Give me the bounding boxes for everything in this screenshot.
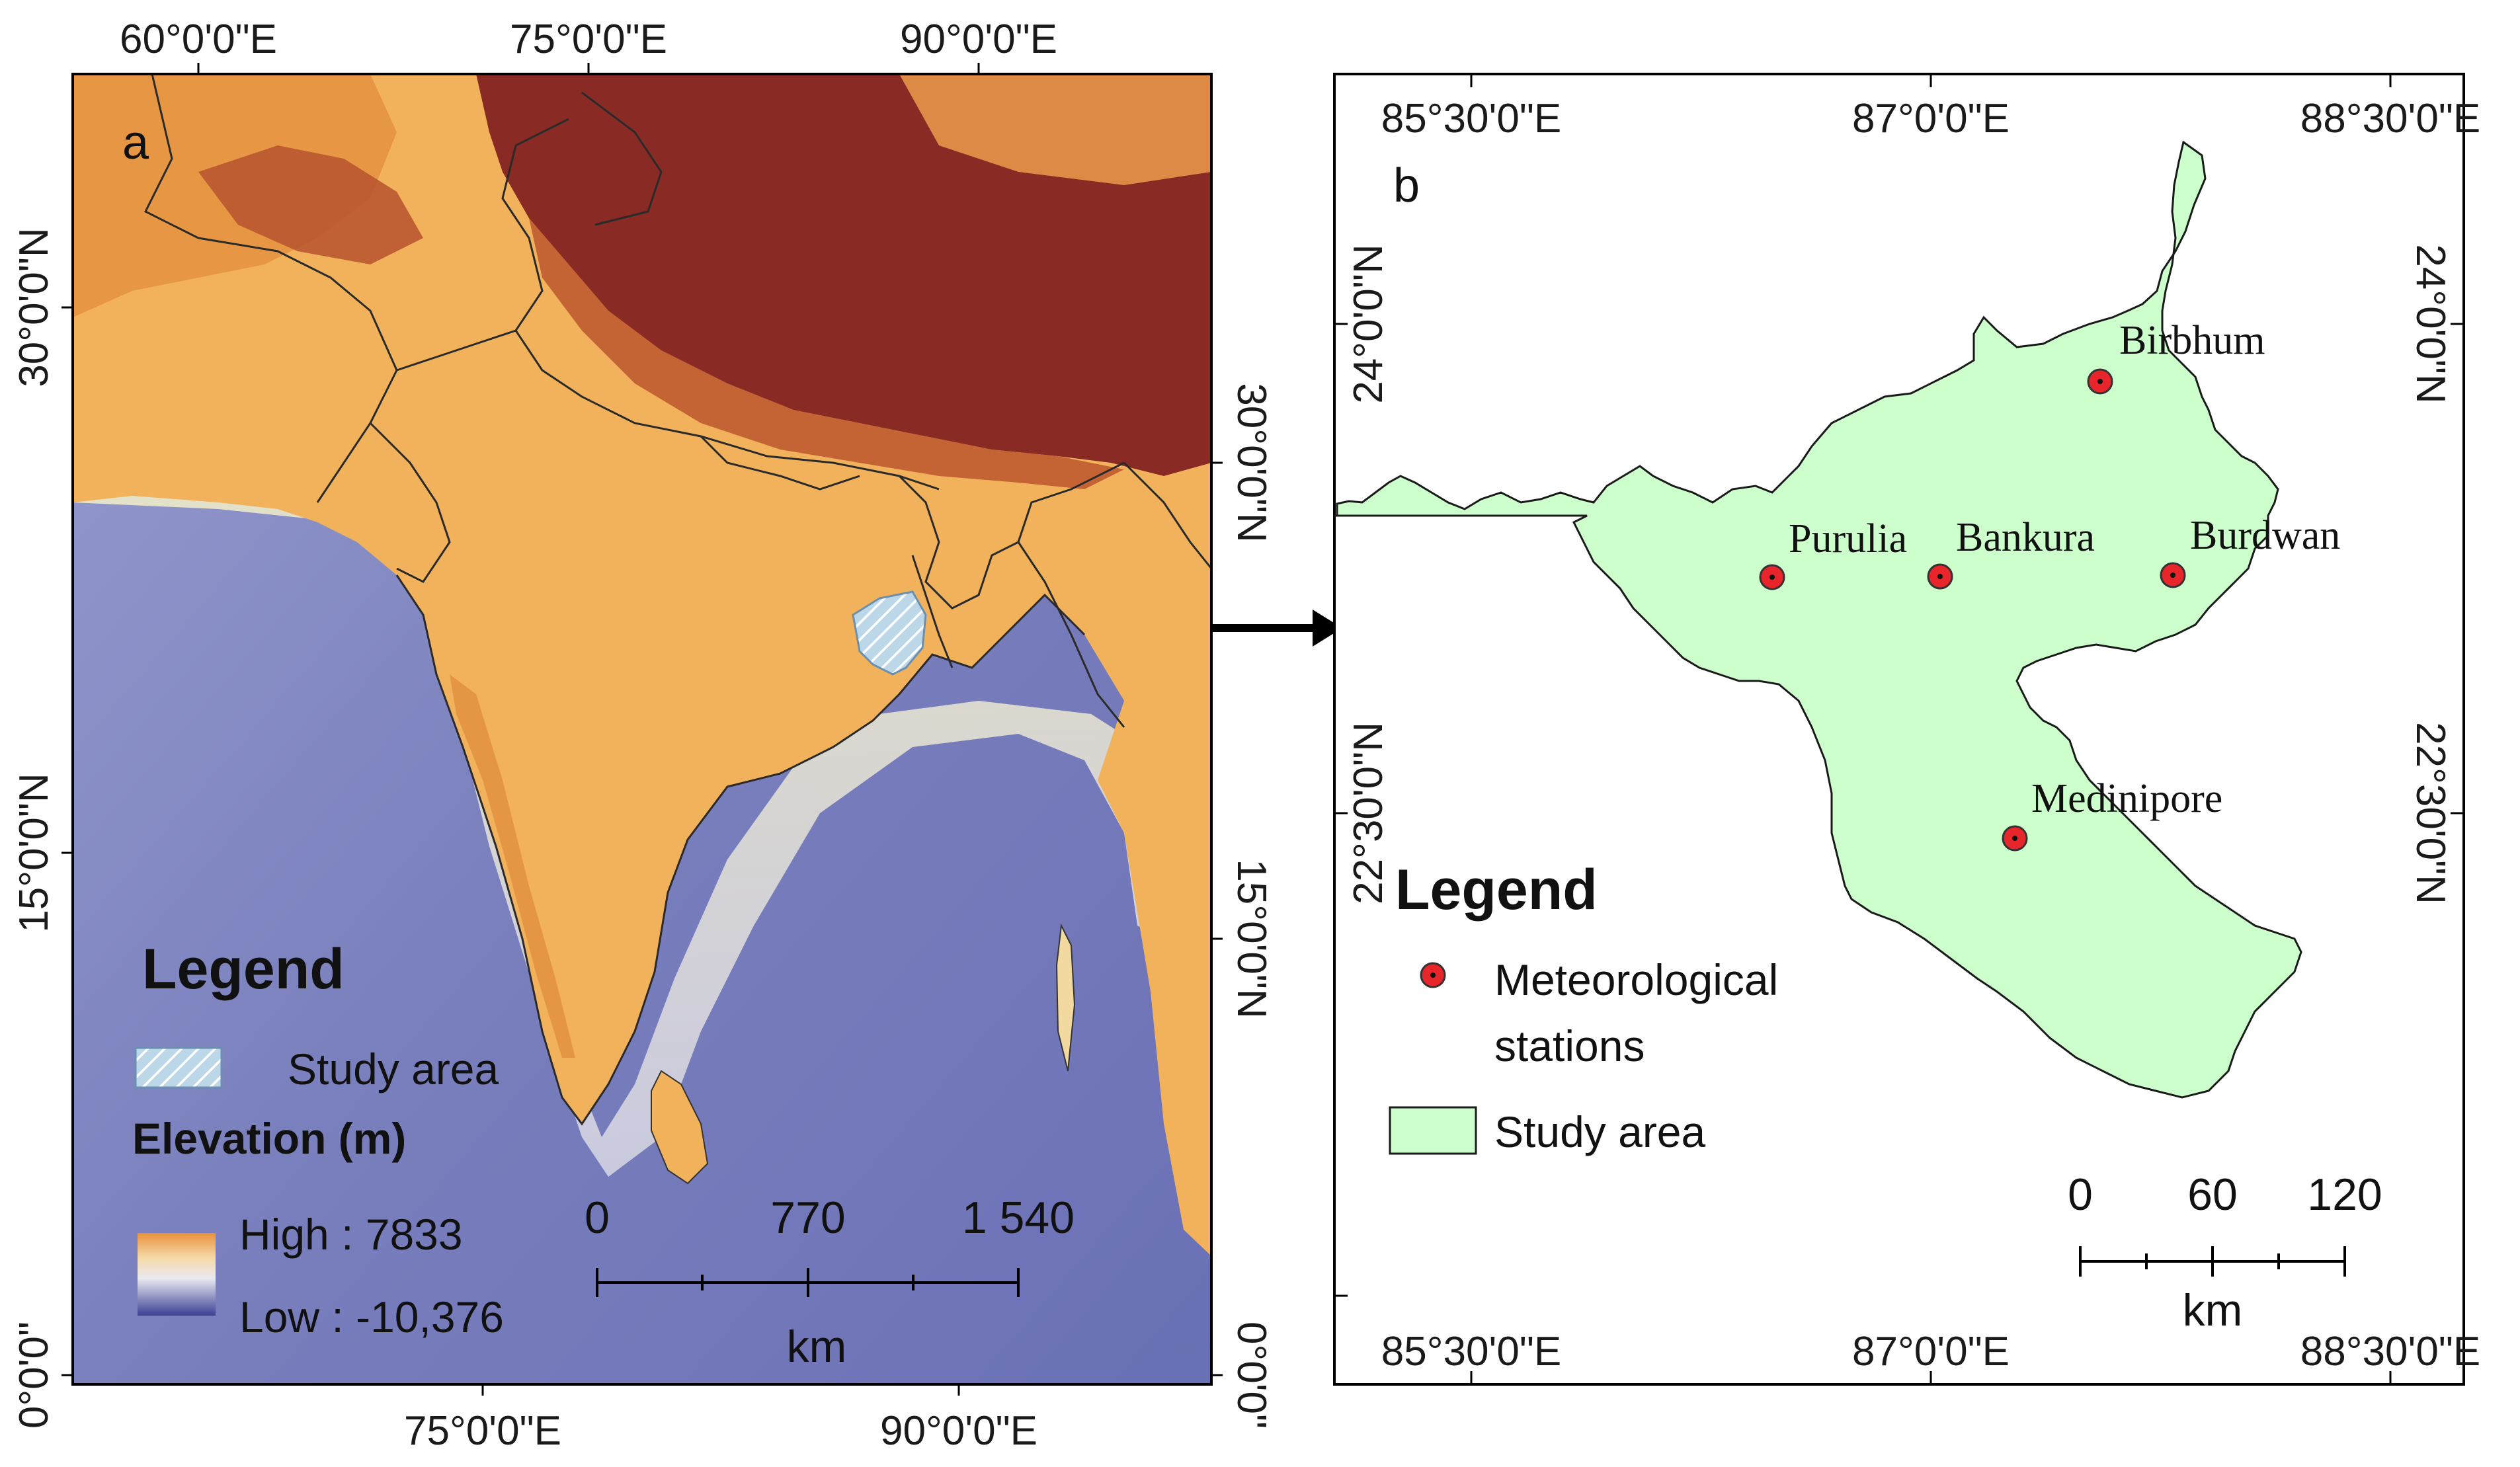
southeast-asia bbox=[1098, 661, 1211, 1256]
station-birbhum: Birbhum bbox=[2087, 318, 2265, 395]
scale-unit: km bbox=[2183, 1285, 2243, 1335]
legend-title: Legend bbox=[1395, 858, 1598, 922]
study-area-polygon bbox=[1334, 140, 2302, 1099]
panel-a-map: a 60°0'0"E 75°0'0"E 90°0'0"E 75°0'0"E 90… bbox=[11, 17, 1274, 1454]
station-label-birbhum: Birbhum bbox=[2119, 318, 2265, 363]
panel-b-right-label: 24°0'0"N bbox=[2408, 244, 2453, 403]
station-label-bankura: Bankura bbox=[1956, 515, 2095, 560]
elevation-high: High : 7833 bbox=[239, 1210, 463, 1259]
elevation-title: Elevation (m) bbox=[132, 1114, 406, 1163]
scale-unit: km bbox=[787, 1322, 847, 1372]
stations-label-line1: Meteorological bbox=[1494, 955, 1778, 1004]
scale-label: 0 bbox=[585, 1193, 610, 1243]
meteorological-stations: Birbhum Purulia Bankura Burdwan Medinipo… bbox=[1759, 318, 2340, 852]
elevation-ramp bbox=[138, 1233, 216, 1316]
station-burdwan: Burdwan bbox=[2160, 513, 2340, 588]
scale-label: 770 bbox=[770, 1193, 845, 1243]
scale-label: 60 bbox=[2187, 1170, 2238, 1220]
country-borders bbox=[143, 74, 1211, 728]
stations-label-line2: stations bbox=[1494, 1021, 1645, 1070]
panel-b-top-label: 88°30'0"E bbox=[2300, 96, 2480, 141]
andaman-islands bbox=[1055, 923, 1076, 1072]
panel-b-top-label: 85°30'0"E bbox=[1381, 96, 1561, 141]
panel-a-top-label: 60°0'0"E bbox=[120, 17, 277, 62]
panel-b-bottom-label: 87°0'0"E bbox=[1852, 1329, 2010, 1374]
western-ghats bbox=[450, 674, 575, 1058]
sri-lanka bbox=[651, 1070, 709, 1185]
elevation-low: Low : -10,376 bbox=[239, 1292, 504, 1341]
panel-a-letter: a bbox=[122, 116, 149, 169]
india-coastline bbox=[395, 575, 1086, 1126]
station-purulia: Purulia bbox=[1759, 516, 1907, 590]
panel-a-top-label: 75°0'0"E bbox=[510, 17, 667, 62]
station-medinipore: Medinipore bbox=[2002, 776, 2222, 852]
station-label-burdwan: Burdwan bbox=[2190, 513, 2340, 558]
panel-a-left-label: 30°0'0"N bbox=[11, 227, 57, 387]
panel-b-right-label: 22°30'0"N bbox=[2408, 722, 2453, 904]
afghan-highlands bbox=[198, 145, 423, 264]
panel-b-bottom-label: 85°30'0"E bbox=[1381, 1329, 1561, 1374]
panel-a-bottom-label: 75°0'0"E bbox=[404, 1408, 561, 1454]
scale-label: 1 540 bbox=[962, 1193, 1075, 1243]
panel-b-scale-bar: 0 60 120 km bbox=[2068, 1170, 2382, 1335]
panel-a-right-label: 30°0'0"N bbox=[1229, 383, 1274, 542]
scale-label: 120 bbox=[2307, 1170, 2382, 1220]
panel-a-scale-bar: 0 770 1 540 km bbox=[585, 1193, 1075, 1372]
station-label-purulia: Purulia bbox=[1789, 516, 1907, 561]
panel-a-top-label: 90°0'0"E bbox=[900, 17, 1057, 62]
tarim-basin bbox=[899, 74, 1211, 185]
panel-b-legend: Legend Meteorological stations Study are… bbox=[1389, 858, 1778, 1156]
connector-arrow bbox=[1211, 610, 1342, 647]
study-area-swatch bbox=[134, 1047, 223, 1089]
panel-a-frame bbox=[71, 73, 1213, 1386]
panel-a-right-label: 0°0'0" bbox=[1229, 1322, 1274, 1429]
panel-a-bottom-label: 90°0'0"E bbox=[880, 1408, 1037, 1454]
panel-a-ticks bbox=[61, 63, 1223, 1396]
study-area-label: Study area bbox=[1494, 1107, 1705, 1156]
panel-a-left-label: 0°0'0" bbox=[11, 1322, 57, 1429]
panel-a-legend: Legend Study area Elevation (m) High : 7… bbox=[132, 937, 504, 1341]
himalaya-edge bbox=[529, 218, 1124, 489]
panel-b-ticks bbox=[1334, 74, 2464, 1384]
study-area-label: Study area bbox=[288, 1045, 499, 1093]
panel-a-right-label: 15°0'0"N bbox=[1229, 859, 1274, 1018]
panel-b-bottom-label: 88°30'0"E bbox=[2300, 1329, 2480, 1374]
panel-b-map: b 85°30'0"E 87°0'0"E 88°30'0"E 85°30'0"E… bbox=[1333, 73, 2480, 1386]
study-area-swatch bbox=[1389, 1106, 1477, 1155]
panel-b-top-label: 87°0'0"E bbox=[1852, 96, 2010, 141]
panel-b-letter: b bbox=[1393, 159, 1420, 212]
panel-b-left-label: 22°30'0"N bbox=[1346, 722, 1391, 904]
study-area-hatch bbox=[852, 590, 927, 676]
station-bankura: Bankura bbox=[1927, 515, 2095, 590]
panel-b-left-label: 24°0'0"N bbox=[1346, 244, 1391, 403]
station-label-medinipore: Medinipore bbox=[2031, 776, 2222, 821]
scale-label: 0 bbox=[2068, 1170, 2093, 1220]
legend-title: Legend bbox=[142, 937, 345, 1001]
panel-a-left-label: 15°0'0"N bbox=[11, 773, 57, 932]
